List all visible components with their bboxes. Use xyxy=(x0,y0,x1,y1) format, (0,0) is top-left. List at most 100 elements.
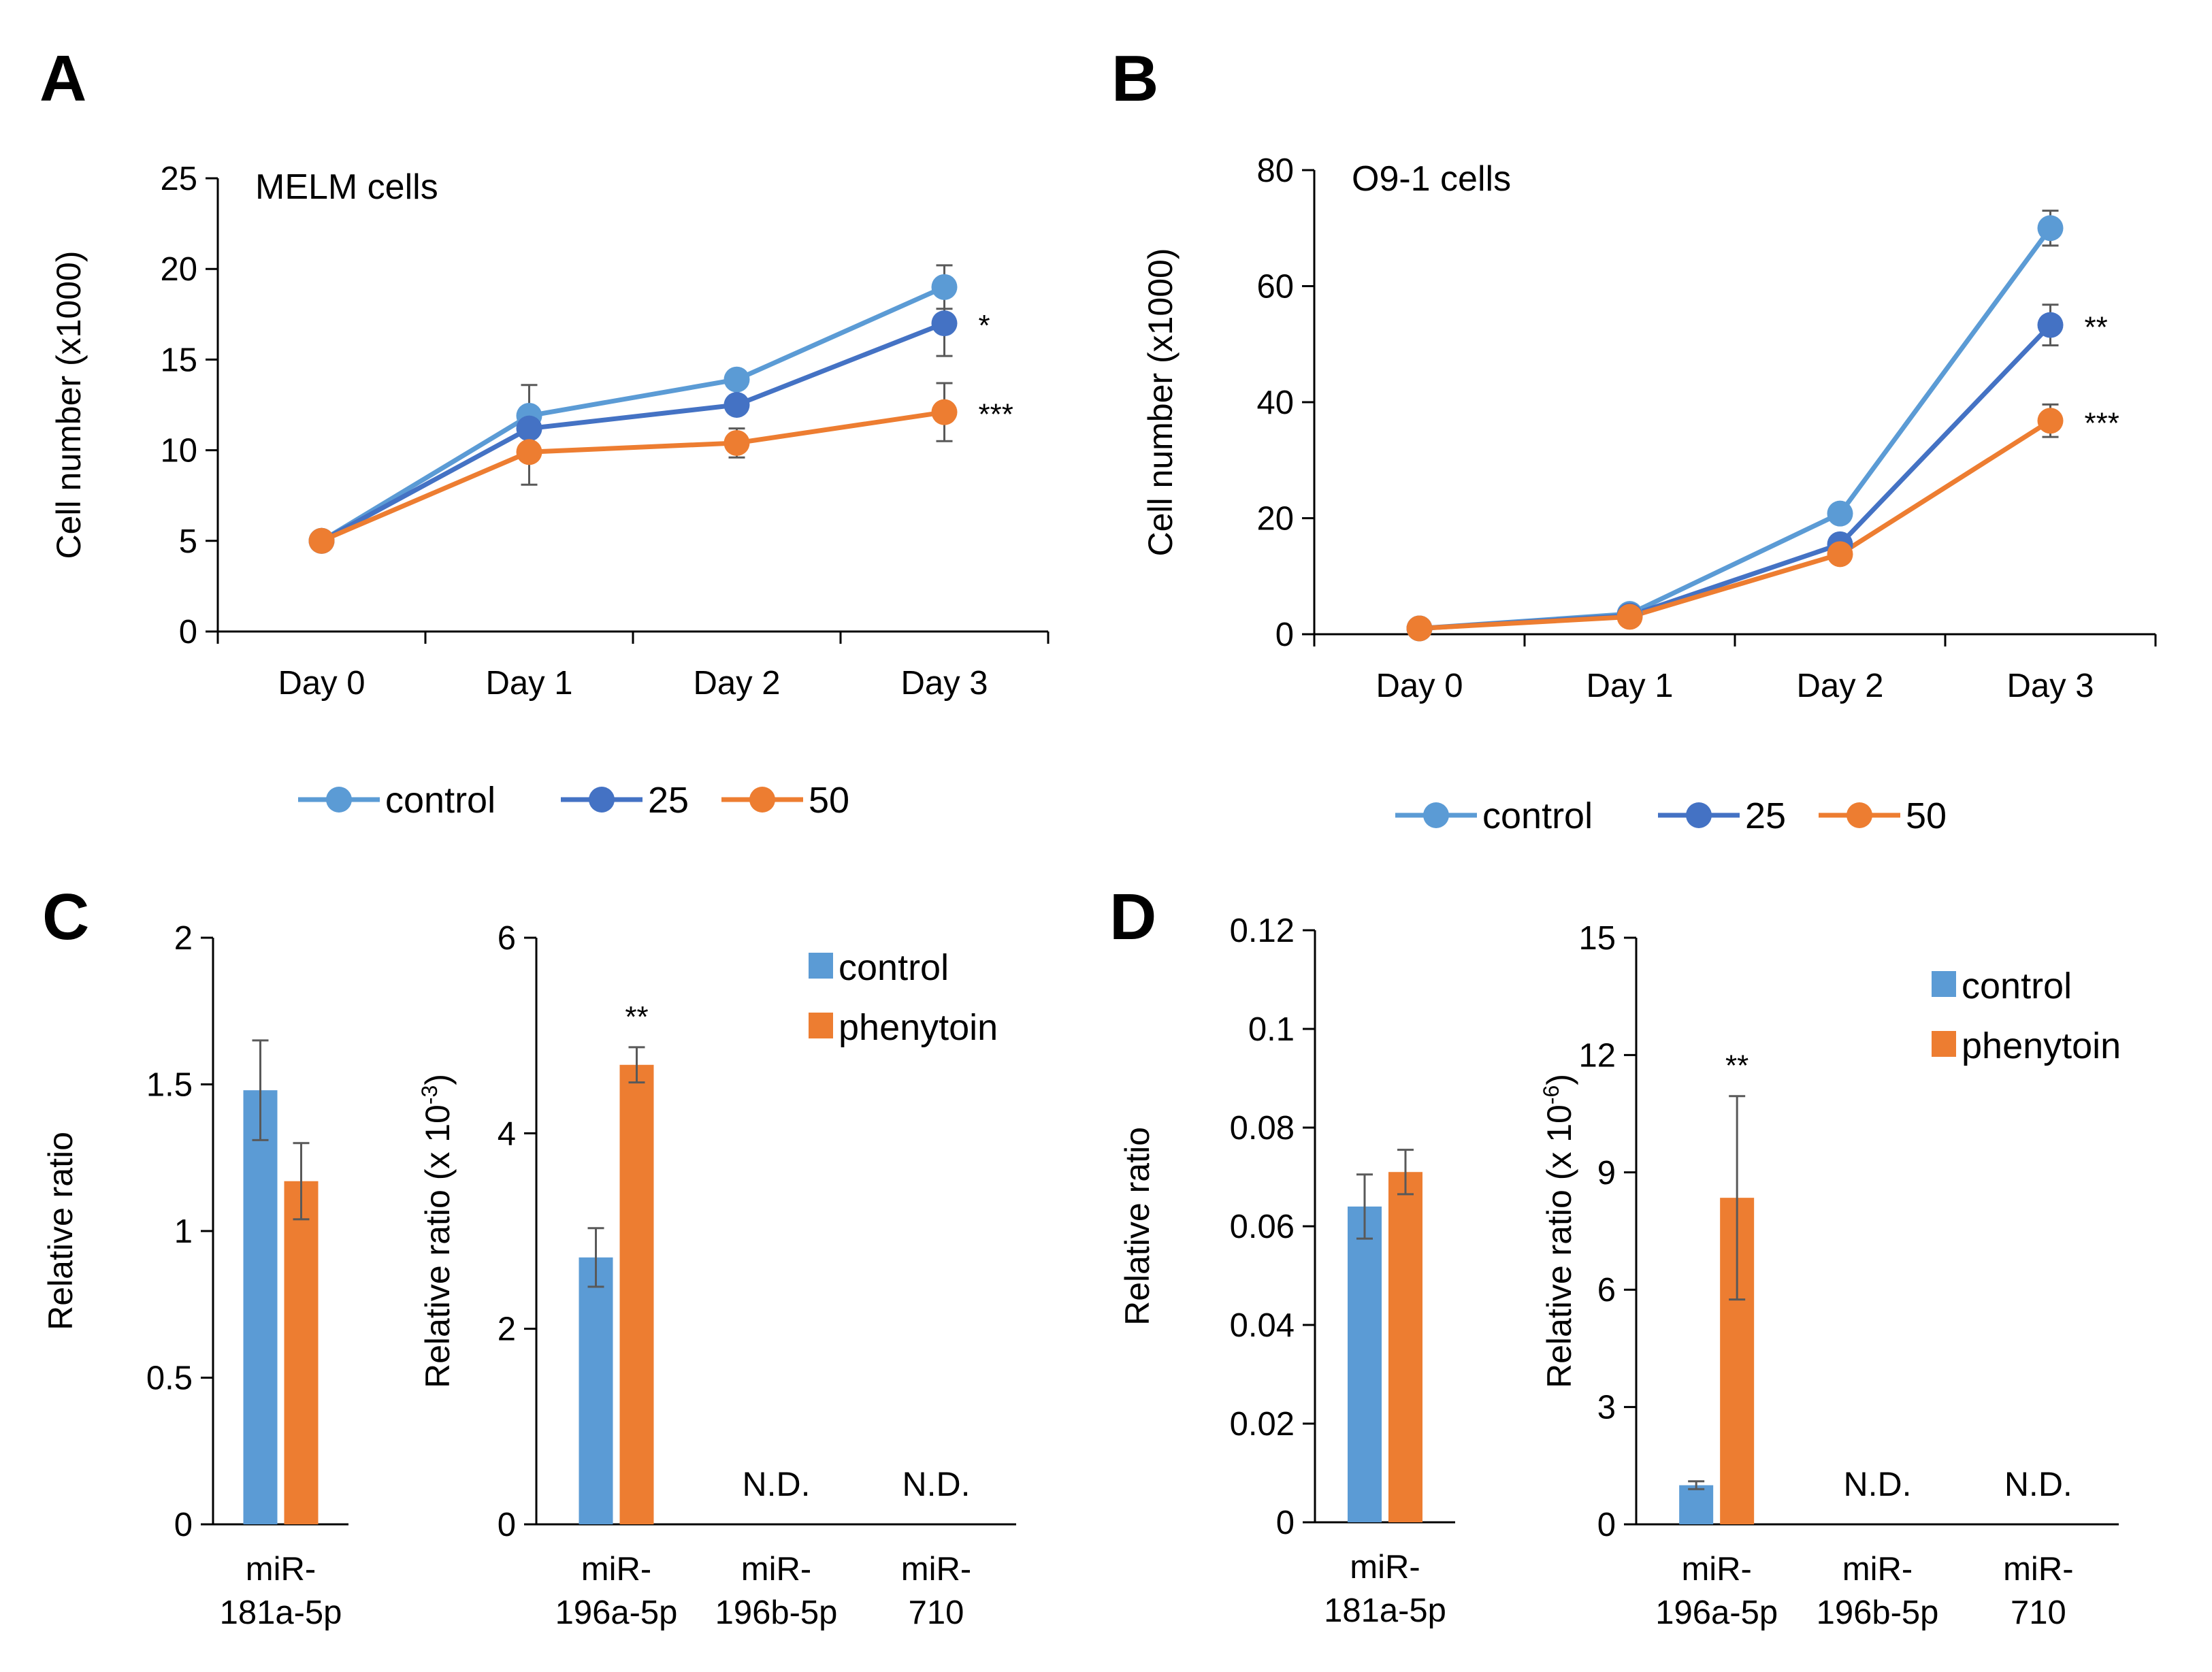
bar-phenytoin xyxy=(619,1064,654,1524)
y-tick-label: 12 xyxy=(1578,1037,1616,1074)
series-line-25 xyxy=(320,321,945,543)
x-tick-label: 196b-5p xyxy=(1817,1594,1939,1631)
data-point-control xyxy=(2037,215,2064,242)
x-tick-label: miR- xyxy=(1842,1551,1913,1588)
x-tick-label: miR- xyxy=(581,1551,651,1588)
series-line-50 xyxy=(321,410,945,544)
legend-label: 25 xyxy=(1745,796,1786,836)
legend-label: control xyxy=(385,780,495,821)
y-tick-label: 1 xyxy=(174,1213,193,1250)
y-tick-label: 15 xyxy=(160,342,197,378)
legend-marker xyxy=(1686,802,1712,828)
panel-c-left-bar-chart: 0 0.5 1 1.5 2 Relative ratio miR- 181a-5p xyxy=(42,920,348,1631)
y-tick-label: 0.12 xyxy=(1230,913,1295,949)
significance-marker: * xyxy=(979,309,990,342)
y-axis-title-exponent: -6 xyxy=(1539,1085,1563,1104)
bar-control xyxy=(243,1090,278,1524)
panel-letter-a: A xyxy=(39,42,86,115)
x-tick-label: 710 xyxy=(909,1594,964,1631)
data-point-50 xyxy=(723,429,750,456)
x-tick-label: miR- xyxy=(1681,1551,1751,1588)
y-tick-label: 80 xyxy=(1256,152,1294,189)
x-tick-label: miR- xyxy=(901,1551,971,1588)
x-tick-label: 196b-5p xyxy=(715,1594,838,1631)
y-tick-label: 15 xyxy=(1578,920,1616,957)
bar-phenytoin xyxy=(284,1181,319,1524)
y-tick-label: 6 xyxy=(1597,1272,1616,1309)
y-tick-label: 0.04 xyxy=(1230,1307,1295,1344)
y-tick-label: 0 xyxy=(1275,617,1294,653)
series-line-25 xyxy=(1419,323,2053,631)
data-point-25 xyxy=(2037,312,2064,338)
legend-swatch xyxy=(1932,1031,1956,1057)
y-tick-label: 6 xyxy=(498,920,516,957)
data-point-50 xyxy=(308,527,335,554)
y-axis-title: Relative ratio xyxy=(1118,1127,1156,1326)
y-axis-title: Cell number (x1000) xyxy=(50,251,88,559)
bar-control xyxy=(1679,1485,1714,1524)
y-tick-label: 1.5 xyxy=(146,1067,193,1104)
data-point-50 xyxy=(2037,408,2064,434)
data-point-50 xyxy=(931,399,958,425)
data-point-25 xyxy=(931,310,958,337)
panel-letter-c: C xyxy=(42,881,89,953)
y-tick-label: 10 xyxy=(160,433,197,470)
chart-title: O9-1 cells xyxy=(1352,159,1511,199)
legend-swatch xyxy=(1932,971,1956,997)
x-tick-label: 181a-5p xyxy=(220,1594,342,1631)
legend-marker xyxy=(749,787,775,813)
x-tick-label: Day 2 xyxy=(693,665,780,702)
y-tick-label: 20 xyxy=(160,251,197,288)
chart-title: MELM cells xyxy=(255,167,438,207)
y-tick-label: 0 xyxy=(1276,1505,1295,1541)
legend-label: 50 xyxy=(1906,796,1947,836)
x-tick-label: 181a-5p xyxy=(1324,1592,1446,1629)
panel-d-right-bar-chart: 0 3 6 9 12 15 Relative ratio (x 10-6) miR- 196a-… xyxy=(1539,920,2121,1631)
significance-marker: *** xyxy=(2085,406,2119,440)
legend-swatch xyxy=(809,953,833,979)
x-tick-label: Day 0 xyxy=(1376,668,1463,704)
x-tick-label: Day 2 xyxy=(1796,668,1883,704)
y-tick-label: 0 xyxy=(498,1507,516,1543)
y-tick-label: 25 xyxy=(160,161,197,197)
data-point-50 xyxy=(1616,604,1643,630)
x-tick-label: Day 3 xyxy=(2006,668,2094,704)
y-tick-label: 0.06 xyxy=(1230,1209,1295,1245)
y-axis-title: Relative ratio (x 10-6) xyxy=(1539,1074,1578,1388)
y-tick-label: 2 xyxy=(174,920,193,957)
data-point-control xyxy=(723,366,750,393)
y-axis-title-suffix: ) xyxy=(1540,1074,1578,1085)
y-tick-label: 60 xyxy=(1256,269,1294,306)
panel-d-left-bar-chart: 0 0.02 0.04 0.06 0.08 0.1 0.12 Relative ratio mi… xyxy=(1118,913,1455,1629)
series-line-control xyxy=(320,284,945,543)
not-detected-label: N.D. xyxy=(743,1465,811,1503)
y-axis-title: Relative ratio (x 10-3) xyxy=(417,1074,457,1388)
y-tick-label: 0.08 xyxy=(1230,1110,1295,1147)
x-tick-label: Day 0 xyxy=(278,665,365,702)
data-point-control xyxy=(1827,500,1853,527)
x-tick-label: 196a-5p xyxy=(1655,1594,1778,1631)
y-tick-label: 3 xyxy=(1597,1390,1616,1426)
x-tick-label: miR- xyxy=(741,1551,811,1588)
panel-letter-b: B xyxy=(1111,42,1158,115)
legend-label: 25 xyxy=(648,780,689,821)
significance-marker: ** xyxy=(1725,1049,1749,1083)
y-tick-label: 40 xyxy=(1256,384,1294,421)
x-tick-label: Day 1 xyxy=(1586,668,1673,704)
legend-marker xyxy=(589,787,615,813)
y-axis-title-suffix: ) xyxy=(419,1074,457,1085)
bar-control xyxy=(579,1257,613,1524)
y-tick-label: 2 xyxy=(498,1311,516,1348)
series-line-50 xyxy=(1419,419,2052,631)
data-point-25 xyxy=(723,392,750,418)
y-tick-label: 0 xyxy=(174,1507,193,1543)
not-detected-label: N.D. xyxy=(902,1465,971,1503)
panel-a-line-chart: 0 5 10 15 20 25 Day 0 Day 1 Day 2 Day 3 Cell numbe… xyxy=(50,161,1050,821)
legend-label: control xyxy=(1482,796,1593,836)
significance-marker: *** xyxy=(979,398,1013,431)
legend-label: control xyxy=(1962,966,2072,1006)
data-point-50 xyxy=(1406,615,1433,642)
legend-label: phenytoin xyxy=(1962,1026,2121,1066)
x-tick-label: 196a-5p xyxy=(555,1594,678,1631)
y-tick-label: 0 xyxy=(179,614,197,651)
